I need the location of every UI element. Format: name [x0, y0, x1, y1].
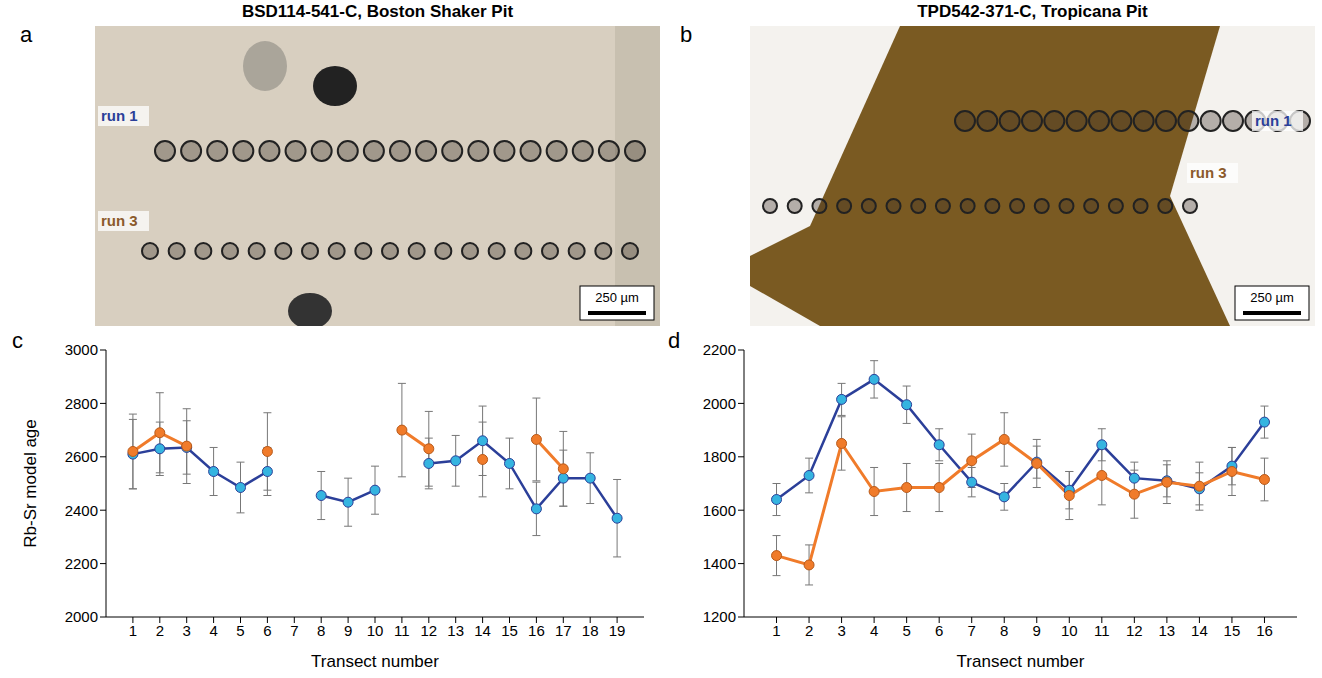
svg-text:2000: 2000 [65, 608, 98, 625]
svg-text:2: 2 [805, 622, 813, 639]
svg-text:5: 5 [236, 622, 244, 639]
svg-text:1600: 1600 [703, 502, 736, 519]
svg-text:1200: 1200 [703, 608, 736, 625]
svg-text:6: 6 [263, 622, 271, 639]
svg-text:9: 9 [344, 622, 352, 639]
svg-text:2200: 2200 [703, 341, 736, 358]
svg-text:9: 9 [1033, 622, 1041, 639]
html-text:TPD542-371-C, Tropicana Pit: TPD542-371-C, Tropicana Pit [917, 2, 1148, 21]
html-text:BSD114-541-C, Boston Shaker Pi: BSD114-541-C, Boston Shaker Pit [241, 2, 514, 21]
svg-text:10: 10 [1061, 622, 1078, 639]
svg-text:Transect number: Transect number [957, 652, 1085, 671]
svg-text:18: 18 [582, 622, 599, 639]
svg-text:250 µm: 250 µm [1250, 290, 1294, 305]
svg-text:8: 8 [317, 622, 325, 639]
svg-text:4: 4 [870, 622, 878, 639]
svg-text:run 3: run 3 [1190, 164, 1227, 181]
svg-text:3: 3 [183, 622, 191, 639]
svg-text:7: 7 [968, 622, 976, 639]
svg-text:250 µm: 250 µm [595, 290, 639, 305]
svg-text:2400: 2400 [65, 502, 98, 519]
svg-text:11: 11 [1094, 622, 1110, 639]
html-text:a: a [20, 22, 33, 47]
svg-text:run 3: run 3 [101, 212, 138, 229]
svg-text:2000: 2000 [703, 395, 736, 412]
svg-text:13: 13 [1159, 622, 1176, 639]
svg-text:5: 5 [902, 622, 910, 639]
svg-text:run 1: run 1 [101, 107, 138, 124]
svg-text:12: 12 [1126, 622, 1143, 639]
svg-text:15: 15 [1224, 622, 1241, 639]
svg-text:2600: 2600 [65, 448, 98, 465]
svg-text:1: 1 [129, 622, 137, 639]
svg-text:19: 19 [609, 622, 626, 639]
svg-text:1: 1 [772, 622, 780, 639]
svg-text:10: 10 [367, 622, 384, 639]
svg-text:1400: 1400 [703, 555, 736, 572]
svg-text:4: 4 [209, 622, 217, 639]
svg-text:14: 14 [474, 622, 491, 639]
svg-text:7: 7 [290, 622, 298, 639]
svg-text:17: 17 [555, 622, 572, 639]
svg-text:8: 8 [1000, 622, 1008, 639]
svg-text:2200: 2200 [65, 555, 98, 572]
svg-text:11: 11 [394, 622, 410, 639]
html-text:c: c [12, 328, 23, 353]
svg-text:15: 15 [501, 622, 518, 639]
svg-text:16: 16 [528, 622, 545, 639]
svg-text:3000: 3000 [65, 341, 98, 358]
svg-text:12: 12 [420, 622, 437, 639]
svg-text:16: 16 [1256, 622, 1273, 639]
svg-text:2800: 2800 [65, 395, 98, 412]
svg-text:1800: 1800 [703, 448, 736, 465]
html-text:b: b [680, 22, 693, 47]
svg-text:14: 14 [1191, 622, 1208, 639]
svg-text:2: 2 [156, 622, 164, 639]
svg-text:3: 3 [837, 622, 845, 639]
html-text:d: d [668, 328, 681, 353]
svg-text:Rb-Sr model age: Rb-Sr model age [22, 419, 40, 548]
svg-text:run 1: run 1 [1255, 112, 1292, 129]
svg-text:13: 13 [447, 622, 464, 639]
svg-text:Transect number: Transect number [311, 652, 439, 671]
svg-text:6: 6 [935, 622, 943, 639]
